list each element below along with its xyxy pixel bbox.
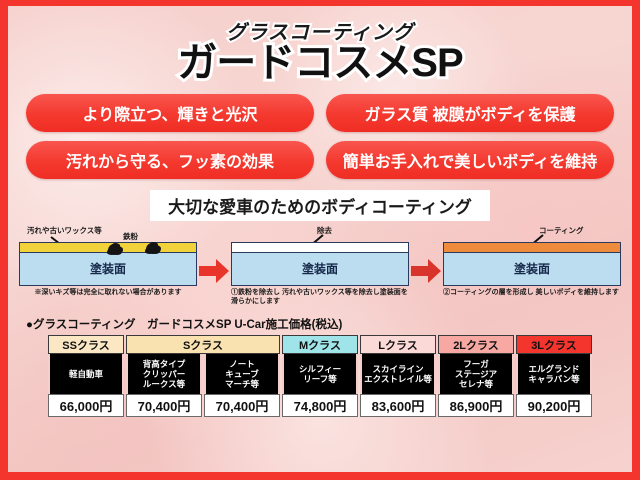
section-banner-wrap: 大切な愛車のためのボディコーティング	[8, 189, 632, 221]
price-table: SSクラス Sクラス Mクラス Lクラス 2Lクラス 3Lクラス 軽自動車 背高…	[46, 335, 594, 418]
surface-label: 塗装面	[89, 261, 126, 276]
iron-particle-icon	[146, 242, 159, 254]
title-block: グラスコーティング ガードコスメSP	[8, 6, 632, 87]
feature-pill-1: より際立つ、輝きと光沢	[26, 93, 314, 132]
annotation-dirt-wax: 汚れや古いワックス等	[27, 225, 102, 235]
poster-background: グラスコーティング ガードコスメSP より際立つ、輝きと光沢 ガラス質 被膜がボ…	[8, 6, 632, 472]
model-cell-2l: フーガ ステージア セレナ等	[438, 354, 514, 395]
model-cell-l: スカイライン エクストレイル等	[360, 354, 436, 395]
price-section-heading: ●グラスコーティング ガードコスメSP U-Car施工価格(税込)	[26, 319, 343, 332]
price-cell-ss: 66,000円	[48, 394, 124, 418]
subtitle: グラスコーティング	[224, 20, 414, 46]
price-cell-2l: 86,900円	[438, 394, 514, 418]
process-step-3: コーティング 塗装面 ②コーティングの層を形成し 美しいボディを維持します	[443, 225, 621, 298]
annotation-removal: 除去	[317, 225, 332, 235]
step-3-note: ②コーティングの層を形成し 美しいボディを維持します	[443, 288, 620, 296]
price-cell-s1: 70,400円	[126, 394, 202, 418]
class-header-3l: 3Lクラス	[516, 335, 592, 355]
feature-pill-4: 簡単お手入れで美しいボディを維持	[326, 140, 614, 179]
price-cell-l: 83,600円	[360, 394, 436, 418]
step-2-surface: 塗装面	[231, 241, 409, 286]
step-1-annotations: 汚れや古いワックス等 鉄粉	[19, 225, 197, 255]
step-1-surface: 塗装面	[19, 241, 197, 286]
surface-label: 塗装面	[301, 261, 338, 276]
model-cell-3l: エルグランド キャラバン等	[516, 354, 592, 395]
class-header-m: Mクラス	[282, 335, 358, 355]
model-cell-s2: ノート キューブ マーチ等	[204, 354, 280, 395]
iron-particle-icon	[108, 243, 121, 255]
class-header-2l: 2Lクラス	[438, 335, 514, 355]
layer-coating	[444, 242, 620, 253]
feature-list: より際立つ、輝きと光沢 ガラス質 被膜がボディを保護 汚れから守る、フッ素の効果…	[8, 84, 632, 179]
step-1-note: ※深いキズ等は完全に取れない場合があります	[34, 288, 182, 296]
feature-pill-2: ガラス質 被膜がボディを保護	[326, 93, 614, 132]
table-row-prices: 66,000円 70,400円 70,400円 74,800円 83,600円 …	[48, 394, 592, 418]
layer-clean	[232, 242, 408, 253]
surface-label: 塗装面	[513, 261, 550, 276]
price-cell-m: 74,800円	[282, 394, 358, 418]
process-diagram: 汚れや古いワックス等 鉄粉 塗装面 ※深いキズ等は完全に取れない場合があります	[8, 225, 632, 307]
process-step-2: 除去 塗装面 ①鉄粉を除去し 汚れや古いワックス等を除去し塗装面を滑らかにします	[231, 225, 409, 307]
table-row-models: 軽自動車 背高タイプ クリッパー ルークス等 ノート キューブ マーチ等 シルフィー リー…	[48, 354, 592, 395]
model-cell-m: シルフィー リーフ等	[282, 354, 358, 395]
process-step-1: 汚れや古いワックス等 鉄粉 塗装面 ※深いキズ等は完全に取れない場合があります	[19, 225, 197, 298]
model-cell-ss: 軽自動車	[48, 354, 124, 395]
price-cell-s2: 70,400円	[204, 394, 280, 418]
model-cell-s1: 背高タイプ クリッパー ルークス等	[126, 354, 202, 395]
section-banner: 大切な愛車のためのボディコーティング	[150, 189, 490, 221]
step-3-annotations: コーティング	[443, 225, 621, 253]
flow-arrow-2-icon	[409, 258, 443, 284]
annotation-iron-powder: 鉄粉	[123, 231, 138, 241]
flow-arrow-1-icon	[197, 258, 231, 284]
class-header-ss: SSクラス	[48, 335, 124, 355]
price-table-wrap: SSクラス Sクラス Mクラス Lクラス 2Lクラス 3Lクラス 軽自動車 背高…	[8, 335, 632, 418]
feature-pill-3: 汚れから守る、フッ素の効果	[26, 140, 314, 179]
price-cell-3l: 90,200円	[516, 394, 592, 418]
class-header-l: Lクラス	[360, 335, 436, 355]
step-2-annotations: 除去	[231, 225, 409, 253]
annotation-coating: コーティング	[539, 225, 584, 235]
step-2-note: ①鉄粉を除去し 汚れや古いワックス等を除去し塗装面を滑らかにします	[231, 288, 408, 305]
class-header-s: Sクラス	[126, 335, 280, 355]
step-3-surface: 塗装面	[443, 241, 621, 286]
page-title: ガードコスメSP	[174, 40, 466, 87]
table-header-row: SSクラス Sクラス Mクラス Lクラス 2Lクラス 3Lクラス	[48, 335, 592, 355]
